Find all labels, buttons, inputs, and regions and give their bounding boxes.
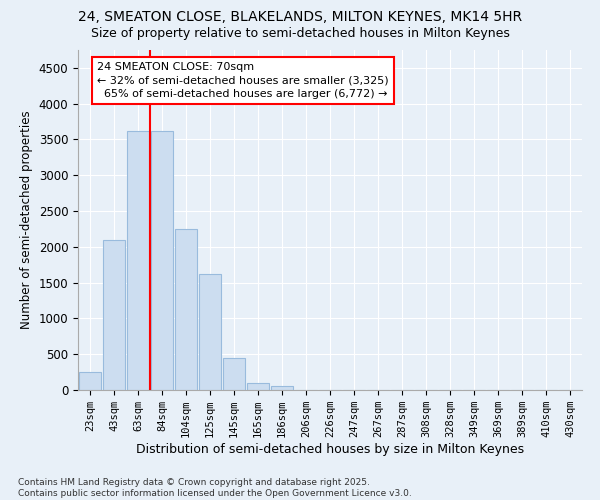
Bar: [151, 130, 173, 390]
X-axis label: Distribution of semi-detached houses by size in Milton Keynes: Distribution of semi-detached houses by …: [136, 443, 524, 456]
Text: 24, SMEATON CLOSE, BLAKELANDS, MILTON KEYNES, MK14 5HR: 24, SMEATON CLOSE, BLAKELANDS, MILTON KE…: [78, 10, 522, 24]
Bar: [79, 372, 101, 390]
Bar: [175, 229, 197, 390]
Y-axis label: Number of semi-detached properties: Number of semi-detached properties: [20, 110, 33, 330]
Bar: [199, 274, 221, 390]
Text: 24 SMEATON CLOSE: 70sqm
← 32% of semi-detached houses are smaller (3,325)
  65% : 24 SMEATON CLOSE: 70sqm ← 32% of semi-de…: [97, 62, 389, 98]
Bar: [127, 130, 149, 390]
Bar: [271, 386, 293, 390]
Bar: [247, 383, 269, 390]
Text: Size of property relative to semi-detached houses in Milton Keynes: Size of property relative to semi-detach…: [91, 28, 509, 40]
Text: Contains HM Land Registry data © Crown copyright and database right 2025.
Contai: Contains HM Land Registry data © Crown c…: [18, 478, 412, 498]
Bar: [103, 240, 125, 390]
Bar: [223, 358, 245, 390]
